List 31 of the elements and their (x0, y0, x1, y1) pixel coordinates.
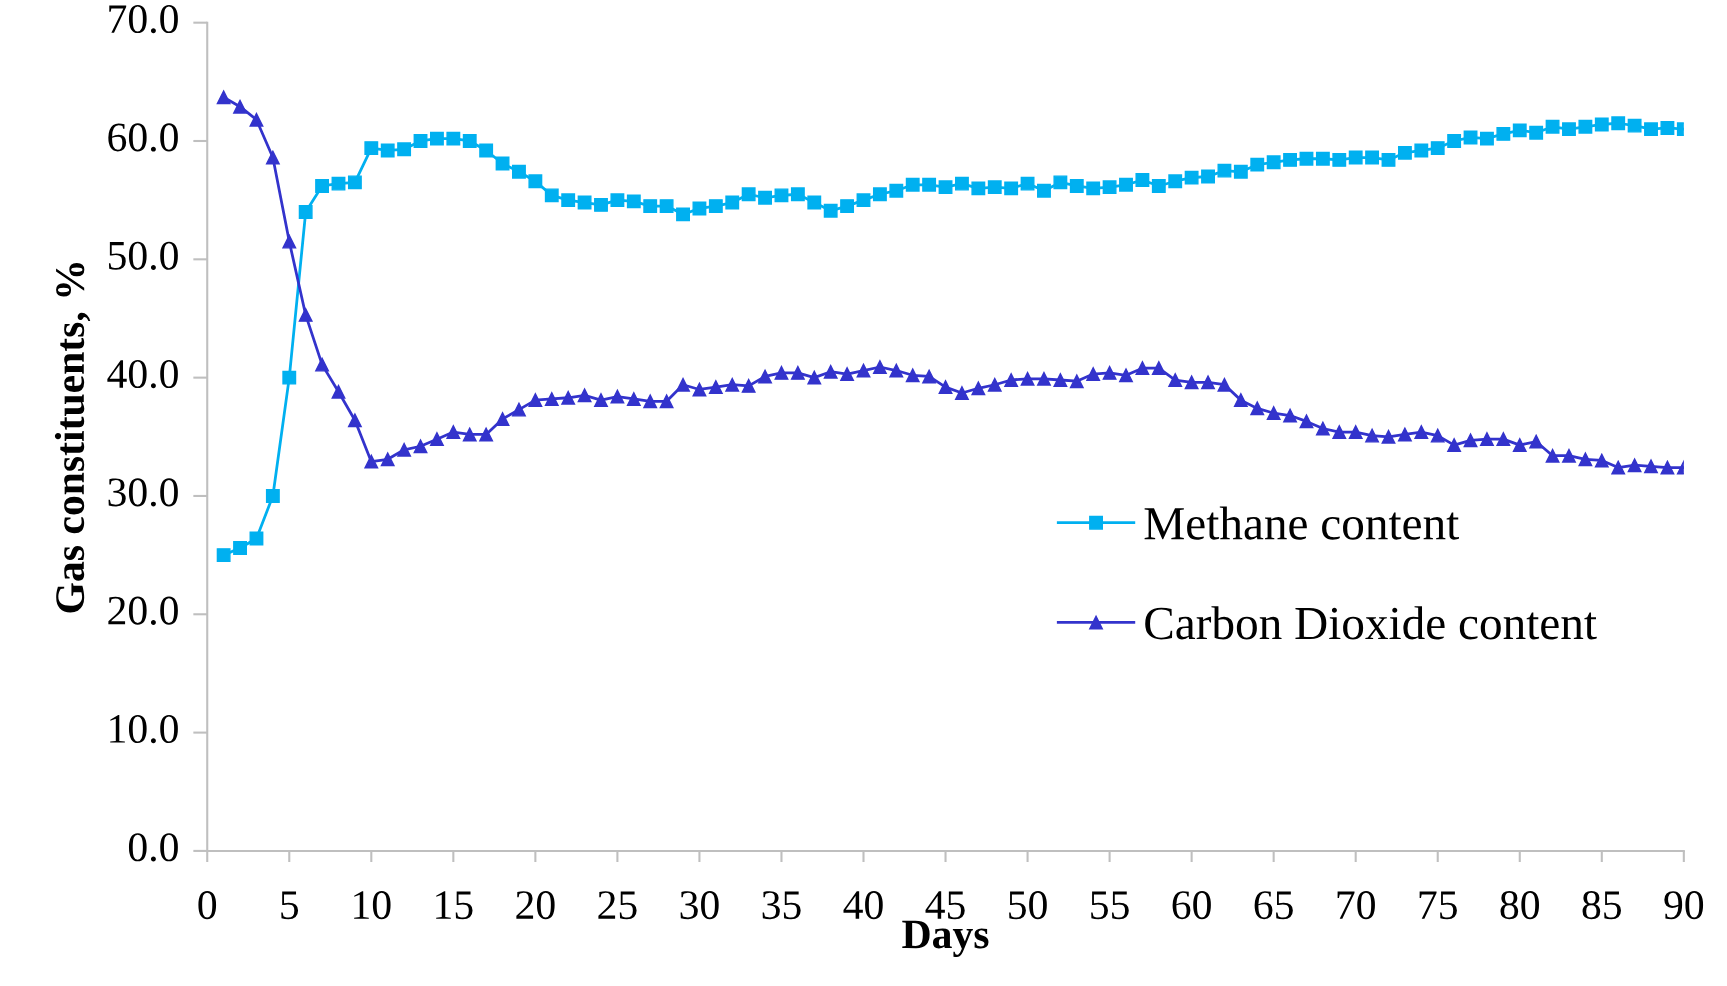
x-tick-label: 10 (354, 891, 391, 920)
x-tick-label: 55 (1091, 891, 1129, 920)
x-tick-label: 20 (516, 891, 555, 920)
y-tick-label: 70.0 (109, 4, 178, 34)
x-axis-title: Days (902, 920, 989, 958)
x-tick-label: 90 (1664, 891, 1704, 920)
x-tick-label: 25 (598, 891, 637, 920)
y-tick-label: 40.0 (107, 359, 178, 389)
y-tick-label: 20.0 (108, 596, 178, 625)
y-tick-label: 50.0 (108, 241, 178, 270)
x-tick-label: 30 (680, 891, 719, 920)
x-tick-label: 70 (1337, 891, 1375, 920)
x-tick-label: 40 (843, 891, 883, 920)
x-tick-label: 45 (925, 891, 965, 920)
x-tick-label: 80 (1500, 891, 1539, 920)
x-tick-label: 50 (1009, 891, 1047, 920)
x-tick-label: 5 (281, 891, 299, 920)
y-tick-label: 30.0 (108, 478, 178, 507)
x-tick-label: 60 (1172, 891, 1211, 920)
x-tick-label: 75 (1419, 891, 1457, 920)
legend-label: Carbon Dioxide content (1145, 606, 1597, 640)
y-tick-label: 10.0 (110, 714, 178, 744)
legend-label: Methane content (1144, 506, 1459, 540)
x-tick-label: 0 (198, 891, 217, 920)
x-tick-label: 85 (1582, 891, 1621, 920)
x-tick-label: 15 (436, 891, 473, 920)
y-tick-label: 0.0 (128, 833, 178, 862)
y-tick-label: 60.0 (108, 123, 178, 152)
x-tick-label: 65 (1254, 891, 1293, 920)
y-axis-title: Gas constituents, % (54, 263, 91, 613)
x-tick-label: 35 (762, 891, 801, 920)
